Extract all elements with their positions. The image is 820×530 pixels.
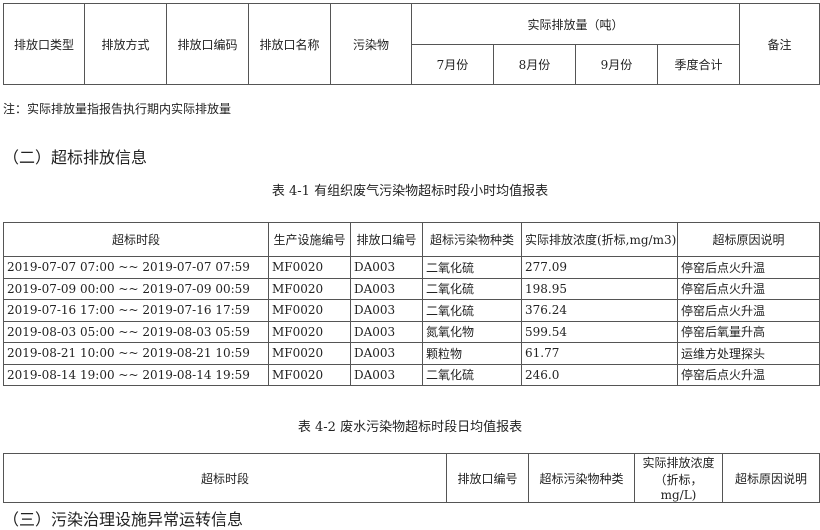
table-cell: 二氧化硫 [422, 277, 522, 300]
table-cell: 二氧化硫 [422, 256, 522, 279]
group-header: 实际排放量（吨） [410, 3, 741, 45]
table-cell: 二氧化硫 [422, 363, 522, 386]
table-row: 2019-07-09 00:00 ~~ 2019-07-09 00:59 MF00… [3, 277, 820, 300]
table-cell: DA003 [350, 320, 423, 343]
header-cell: 实际排放浓度(折标,mg/m3) [521, 222, 678, 257]
table-cell: 2019-08-03 05:00 ~~ 2019-08-03 05:59 [3, 320, 269, 343]
table-cell: DA003 [350, 363, 423, 386]
table-cell: DA003 [350, 299, 423, 322]
table-cell: 2019-07-09 00:00 ~~ 2019-07-09 00:59 [3, 277, 269, 300]
table-cell: 氮氧化物 [422, 320, 522, 343]
table-cell: 停窑后氧量升高 [677, 320, 820, 343]
header-cell: 超标时段 [3, 453, 447, 503]
header-cell: 排放口编码 [166, 3, 249, 85]
sub-header: 9月份 [575, 44, 658, 85]
header-cell: 超标污染物种类 [422, 222, 522, 257]
table-cell: MF0020 [268, 299, 351, 322]
table-cell: MF0020 [268, 363, 351, 386]
table-cell: MF0020 [268, 320, 351, 343]
section-heading: （二）超标排放信息 [3, 148, 148, 167]
header-cell: 超标时段 [3, 222, 269, 257]
table-row: 2019-08-03 05:00 ~~ 2019-08-03 05:59 MF00… [3, 320, 820, 343]
table-cell: 246.0 [521, 363, 678, 386]
note: 注：实际排放量指报告执行期内实际排放量 [3, 102, 232, 116]
header-cell: 超标污染物种类 [528, 453, 635, 503]
sub-header: 7月份 [411, 44, 494, 85]
header-cell: 排放口类型 [3, 3, 85, 85]
table-cell: 停窑后点火升温 [677, 363, 820, 386]
header-cell: 超标原因说明 [722, 453, 820, 503]
table-cell: DA003 [350, 277, 423, 300]
table-cell: 2019-07-07 07:00 ~~ 2019-07-07 07:59 [3, 256, 269, 279]
sub-header: 季度合计 [656, 44, 741, 85]
table-cell: MF0020 [268, 342, 351, 365]
table-cell: 颗粒物 [422, 342, 522, 365]
table-cell: 二氧化硫 [422, 299, 522, 322]
header-cell: 实际排放浓度（折标，mg/L) [634, 453, 723, 503]
table-cell: 停窑后点火升温 [677, 299, 820, 322]
table-cell: 2019-08-14 19:00 ~~ 2019-08-14 19:59 [3, 363, 269, 386]
table-row: 2019-08-14 19:00 ~~ 2019-08-14 19:59 MF00… [3, 363, 820, 386]
header-cell: 生产设施编号 [268, 222, 351, 257]
table-cell: 198.95 [521, 277, 678, 300]
table-row: 2019-07-16 17:00 ~~ 2019-07-16 17:59 MF00… [3, 299, 820, 322]
table-cell: 停窑后点火升温 [677, 256, 820, 279]
table-caption: 表 4-1 有组织废气污染物超标时段小时均值报表 [271, 184, 549, 199]
header-cell: 排放口名称 [248, 3, 331, 85]
table-cell: 277.09 [521, 256, 678, 279]
table-cell: DA003 [350, 256, 423, 279]
table-cell: 停窑后点火升温 [677, 277, 820, 300]
section-heading: （三）污染治理设施异常运转信息 [3, 510, 244, 529]
table-cell: 2019-07-16 17:00 ~~ 2019-07-16 17:59 [3, 299, 269, 322]
table-cell: MF0020 [268, 256, 351, 279]
table-cell: MF0020 [268, 277, 351, 300]
header-cell: 污染物 [330, 3, 412, 85]
table-row: 2019-07-07 07:00 ~~ 2019-07-07 07:59 MF00… [3, 256, 820, 279]
header-cell: 排放口编号 [446, 453, 529, 503]
table-cell: 61.77 [521, 342, 678, 365]
header-cell: 排放方式 [84, 3, 167, 85]
table-cell: 376.24 [521, 299, 678, 322]
wastewater-exceedance-table: 超标时段 排放口编号 超标污染物种类 实际排放浓度（折标，mg/L) 超标原因说… [3, 453, 820, 503]
header-cell: 备注 [739, 3, 820, 85]
exceedance-hourly-table: 超标时段 生产设施编号 排放口编号 超标污染物种类 实际排放浓度(折标,mg/m… [3, 222, 820, 386]
table-cell: 运维方处理探头 [677, 342, 820, 365]
table-cell: 2019-08-21 10:00 ~~ 2019-08-21 10:59 [3, 342, 269, 365]
sub-header: 8月份 [493, 44, 576, 85]
header-cell: 超标原因说明 [677, 222, 820, 257]
table-row: 2019-08-21 10:00 ~~ 2019-08-21 10:59 MF00… [3, 342, 820, 365]
header-cell: 排放口编号 [350, 222, 423, 257]
table-caption: 表 4-2 废水污染物超标时段日均值报表 [297, 420, 523, 435]
table-cell: 599.54 [521, 320, 678, 343]
table-cell: DA003 [350, 342, 423, 365]
actual-emission-table: 排放口类型 排放方式 排放口编码 排放口名称 污染物 实际排放量（吨） 备注 7… [3, 3, 820, 85]
